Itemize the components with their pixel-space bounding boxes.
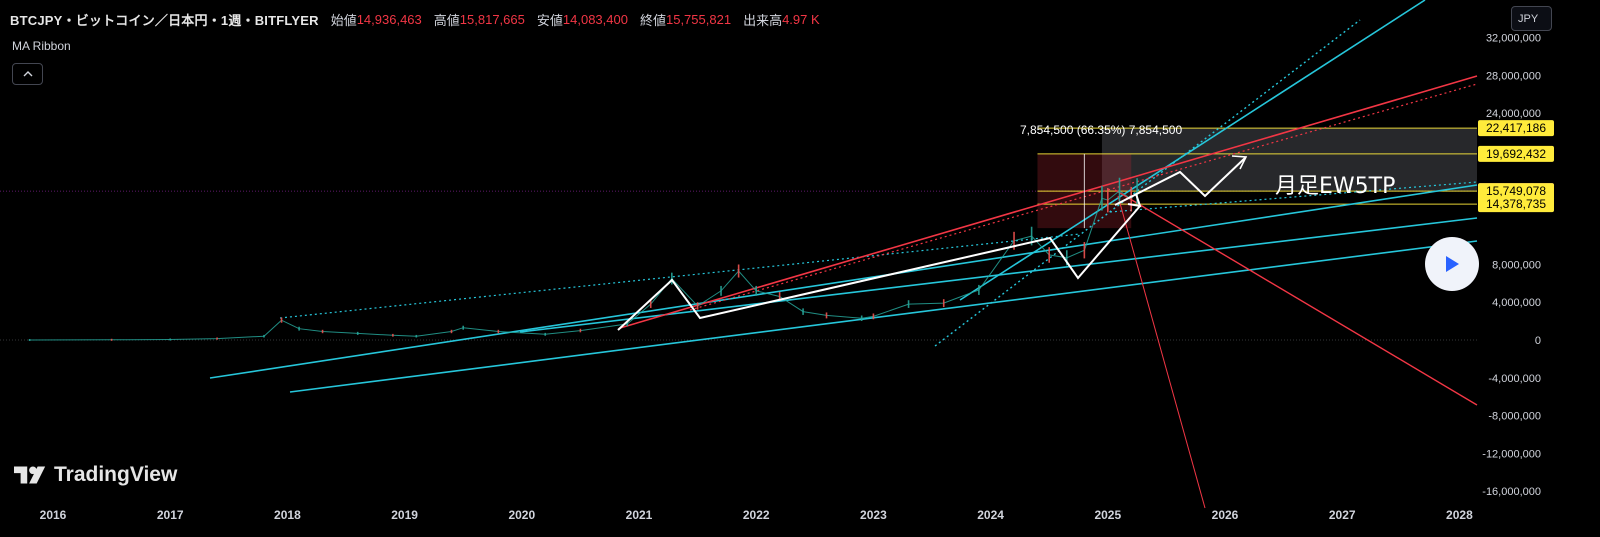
x-tick-label: 2016 <box>40 508 67 522</box>
price-tag-label: 14,378,735 <box>1486 197 1546 211</box>
price-tag-label: 22,417,186 <box>1486 121 1546 135</box>
x-tick-label: 2017 <box>157 508 184 522</box>
price-tag-label: 19,692,432 <box>1486 147 1546 161</box>
red-down-line <box>1114 189 1478 406</box>
close-label: 終値 <box>639 13 666 28</box>
price-tag <box>1478 183 1554 200</box>
high-label: 高値 <box>433 13 460 28</box>
chevron-up-icon <box>23 71 32 77</box>
x-tick-label: 2020 <box>508 508 535 522</box>
projection-arrow-head <box>1231 155 1248 170</box>
play-button[interactable] <box>1425 237 1479 291</box>
y-tick-label: 4,000,000 <box>1492 297 1541 309</box>
volume-value: 4.97 K <box>782 12 820 27</box>
low-label: 安値 <box>536 13 563 28</box>
tradingview-logo-text: TradingView <box>54 463 178 486</box>
indicator-ma-ribbon[interactable]: MA Ribbon <box>12 39 71 53</box>
teal-channel-lower-line <box>209 184 1478 379</box>
close-value: 15,755,821 <box>665 12 732 27</box>
teal-dotted-upper-line <box>279 233 1081 319</box>
x-tick-label: 2028 <box>1446 508 1473 522</box>
target-label: 月足EW5TP <box>1275 174 1395 199</box>
y-tick-label: -8,000,000 <box>1488 411 1541 423</box>
currency-button[interactable]: JPY <box>1511 6 1552 31</box>
elliott-wave-line-1 <box>617 205 1141 331</box>
y-tick-label: -4,000,000 <box>1488 373 1541 385</box>
y-tick-label: 28,000,000 <box>1486 70 1541 82</box>
x-tick-label: 2018 <box>274 508 301 522</box>
teal-steep-line <box>959 0 1426 301</box>
play-icon <box>1446 256 1459 272</box>
collapse-indicators-button[interactable] <box>12 63 43 85</box>
y-tick-label: 32,000,000 <box>1486 33 1541 45</box>
high-value: 15,817,665 <box>459 12 525 27</box>
tradingview-logo[interactable]: TradingView <box>14 463 177 487</box>
price-tag <box>1478 120 1554 137</box>
teal-dotted-steep-line <box>934 19 1361 347</box>
x-tick-label: 2026 <box>1212 508 1239 522</box>
elliott-wave-projection <box>1114 157 1246 206</box>
measure-label: 7,854,500 (66.35%) 7,854,500 <box>1020 123 1182 137</box>
price-tag-label: 15,749,078 <box>1486 184 1546 198</box>
y-tick-label: -16,000,000 <box>1482 486 1541 498</box>
open-value: 14,936,463 <box>356 12 422 27</box>
y-tick-label: 0 <box>1535 335 1541 347</box>
price-tag <box>1478 196 1554 213</box>
symbol-title[interactable]: BTCJPY・ビットコイン／日本円・1週・BITFLYER <box>10 13 319 28</box>
volume-label: 出来高 <box>743 13 783 28</box>
red-trend-line <box>619 75 1478 329</box>
x-tick-label: 2027 <box>1329 508 1356 522</box>
y-tick-label: -12,000,000 <box>1482 448 1541 460</box>
red-dotted-trend-line <box>689 83 1478 311</box>
x-tick-label: 2025 <box>1094 508 1121 522</box>
x-tick-label: 2019 <box>391 508 418 522</box>
y-tick-label: 24,000,000 <box>1486 108 1541 120</box>
x-tick-label: 2021 <box>626 508 653 522</box>
open-label: 始値 <box>330 13 357 28</box>
teal-channel-bottom-line <box>289 240 1478 393</box>
y-tick-label: 8,000,000 <box>1492 259 1541 271</box>
low-value: 14,083,400 <box>562 12 628 27</box>
x-tick-label: 2023 <box>860 508 887 522</box>
x-tick-label: 2022 <box>743 508 770 522</box>
symbol-header: BTCJPY・ビットコイン／日本円・1週・BITFLYER 始値 14,936,4… <box>10 10 820 29</box>
x-tick-label: 2024 <box>977 508 1004 522</box>
wave-arrow-head <box>1127 193 1142 208</box>
tradingview-logo-icon <box>14 466 46 484</box>
red-thin-down-line <box>1117 195 1206 509</box>
price-tag <box>1478 145 1554 162</box>
teal-dotted-flat-line <box>1109 181 1478 213</box>
